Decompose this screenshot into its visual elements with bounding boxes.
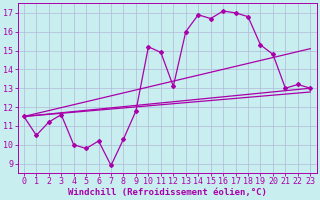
X-axis label: Windchill (Refroidissement éolien,°C): Windchill (Refroidissement éolien,°C) xyxy=(68,188,267,197)
